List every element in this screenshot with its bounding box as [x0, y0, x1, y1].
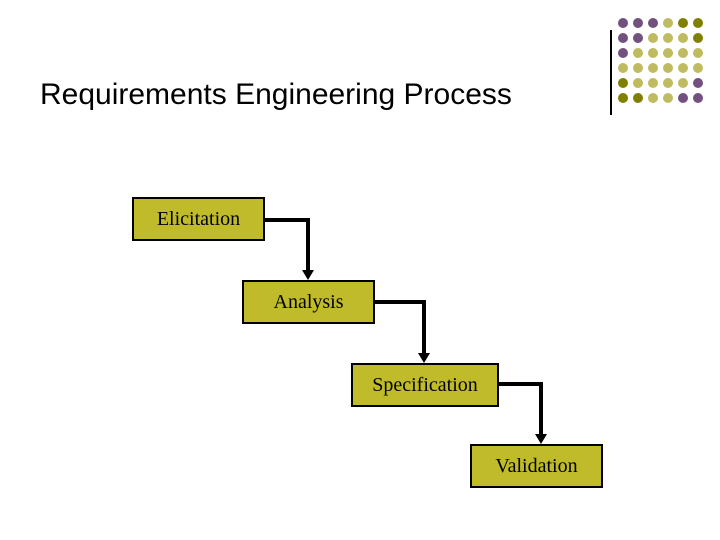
- process-box-label: Analysis: [274, 291, 344, 314]
- arrow-0-head: [302, 270, 314, 280]
- arrow-1-head: [418, 353, 430, 363]
- logo-dot: [633, 18, 643, 28]
- arrow-0-h: [265, 218, 310, 222]
- logo-dot: [663, 78, 673, 88]
- logo-dot: [693, 78, 703, 88]
- logo-dot: [693, 93, 703, 103]
- logo-dot: [618, 33, 628, 43]
- process-box-label: Elicitation: [157, 208, 240, 231]
- process-box-2: Specification: [351, 363, 499, 407]
- arrow-2-head: [535, 434, 547, 444]
- logo-dot: [693, 63, 703, 73]
- logo-dot: [693, 33, 703, 43]
- logo-dot: [648, 63, 658, 73]
- slide: { "title": { "text": "Requirements Engin…: [0, 0, 720, 540]
- logo-dot: [633, 48, 643, 58]
- logo-dot: [618, 63, 628, 73]
- process-box-3: Validation: [470, 444, 603, 488]
- logo-dot: [618, 93, 628, 103]
- logo-dot: [633, 63, 643, 73]
- logo-dot: [633, 33, 643, 43]
- slide-title: Requirements Engineering Process: [40, 78, 512, 112]
- logo-dot: [678, 93, 688, 103]
- logo-dot: [678, 78, 688, 88]
- logo-dot: [678, 18, 688, 28]
- logo-dot: [633, 93, 643, 103]
- arrow-1-v: [422, 300, 426, 353]
- logo-dot: [678, 48, 688, 58]
- logo-dot: [618, 18, 628, 28]
- process-box-0: Elicitation: [132, 197, 265, 241]
- logo-dot: [663, 93, 673, 103]
- title-vertical-rule: [610, 30, 612, 115]
- logo-dot: [663, 63, 673, 73]
- logo-dot: [633, 78, 643, 88]
- logo-dot: [663, 48, 673, 58]
- arrow-2-v: [539, 382, 543, 434]
- logo-dot: [693, 48, 703, 58]
- process-box-label: Specification: [372, 374, 478, 397]
- logo-dot: [618, 48, 628, 58]
- logo-dot: [663, 33, 673, 43]
- process-box-label: Validation: [495, 455, 577, 478]
- arrow-1-h: [375, 300, 426, 304]
- logo-dot: [648, 93, 658, 103]
- logo-dot: [648, 48, 658, 58]
- logo-dot: [648, 78, 658, 88]
- logo-dot: [648, 18, 658, 28]
- arrow-2-h: [499, 382, 543, 386]
- logo-dot: [648, 33, 658, 43]
- logo-dot: [678, 63, 688, 73]
- process-box-1: Analysis: [242, 280, 375, 324]
- logo-dot: [678, 33, 688, 43]
- logo-dot: [663, 18, 673, 28]
- logo-dot: [618, 78, 628, 88]
- logo-dot: [693, 18, 703, 28]
- arrow-0-v: [306, 218, 310, 270]
